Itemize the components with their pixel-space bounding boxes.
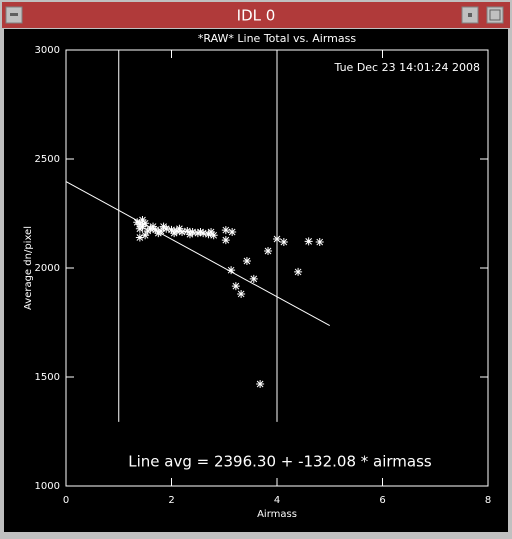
data-point	[249, 274, 258, 283]
y-tick-label: 3000	[35, 45, 60, 56]
data-point	[196, 228, 205, 237]
data-point	[141, 219, 150, 228]
y-tick-label: 1500	[35, 372, 60, 383]
x-tick-label: 0	[63, 495, 69, 506]
data-point	[279, 238, 288, 247]
maximize-button[interactable]	[486, 6, 504, 24]
fit-line	[65, 181, 330, 327]
y-tick-label: 2500	[35, 154, 60, 165]
chart-title: *RAW* Line Total vs. Airmass	[198, 32, 356, 45]
data-point	[221, 226, 230, 235]
data-point	[228, 228, 237, 237]
data-point	[154, 229, 163, 238]
data-point	[207, 228, 216, 237]
data-point	[273, 235, 281, 244]
data-point	[185, 230, 194, 239]
data-point	[304, 237, 313, 246]
x-tick-label: 4	[274, 495, 280, 506]
menu-icon	[10, 13, 18, 16]
data-point	[231, 282, 240, 291]
data-point	[199, 229, 208, 238]
minimize-icon	[468, 13, 472, 17]
data-point	[237, 289, 246, 298]
timestamp: Tue Dec 23 14:01:24 2008	[334, 61, 480, 74]
data-point	[135, 233, 144, 242]
data-point	[294, 267, 303, 276]
y-axis-label: Average dn/pixel	[23, 226, 34, 310]
data-point	[159, 222, 168, 231]
data-point	[193, 229, 202, 238]
data-point	[221, 236, 230, 245]
maximize-icon	[489, 9, 501, 21]
data-point	[264, 246, 273, 255]
data-point	[315, 238, 324, 247]
x-tick-label: 2	[168, 495, 174, 506]
x-axis-label: Airmass	[257, 509, 297, 520]
fit-annotation: Line avg = 2396.30 + -132.08 * airmass	[128, 453, 432, 471]
data-point	[227, 266, 236, 275]
data-point	[141, 231, 150, 240]
y-tick-label: 2000	[35, 263, 60, 274]
data-point	[256, 379, 265, 388]
data-point	[242, 257, 251, 266]
title-bar	[2, 2, 510, 28]
window-title: IDL 0	[237, 7, 276, 25]
x-tick-label: 6	[379, 495, 385, 506]
data-point	[149, 222, 158, 231]
y-tick-label: 1000	[35, 481, 60, 492]
x-tick-label: 8	[485, 495, 491, 506]
data-point	[170, 229, 179, 238]
data-point	[175, 224, 184, 233]
